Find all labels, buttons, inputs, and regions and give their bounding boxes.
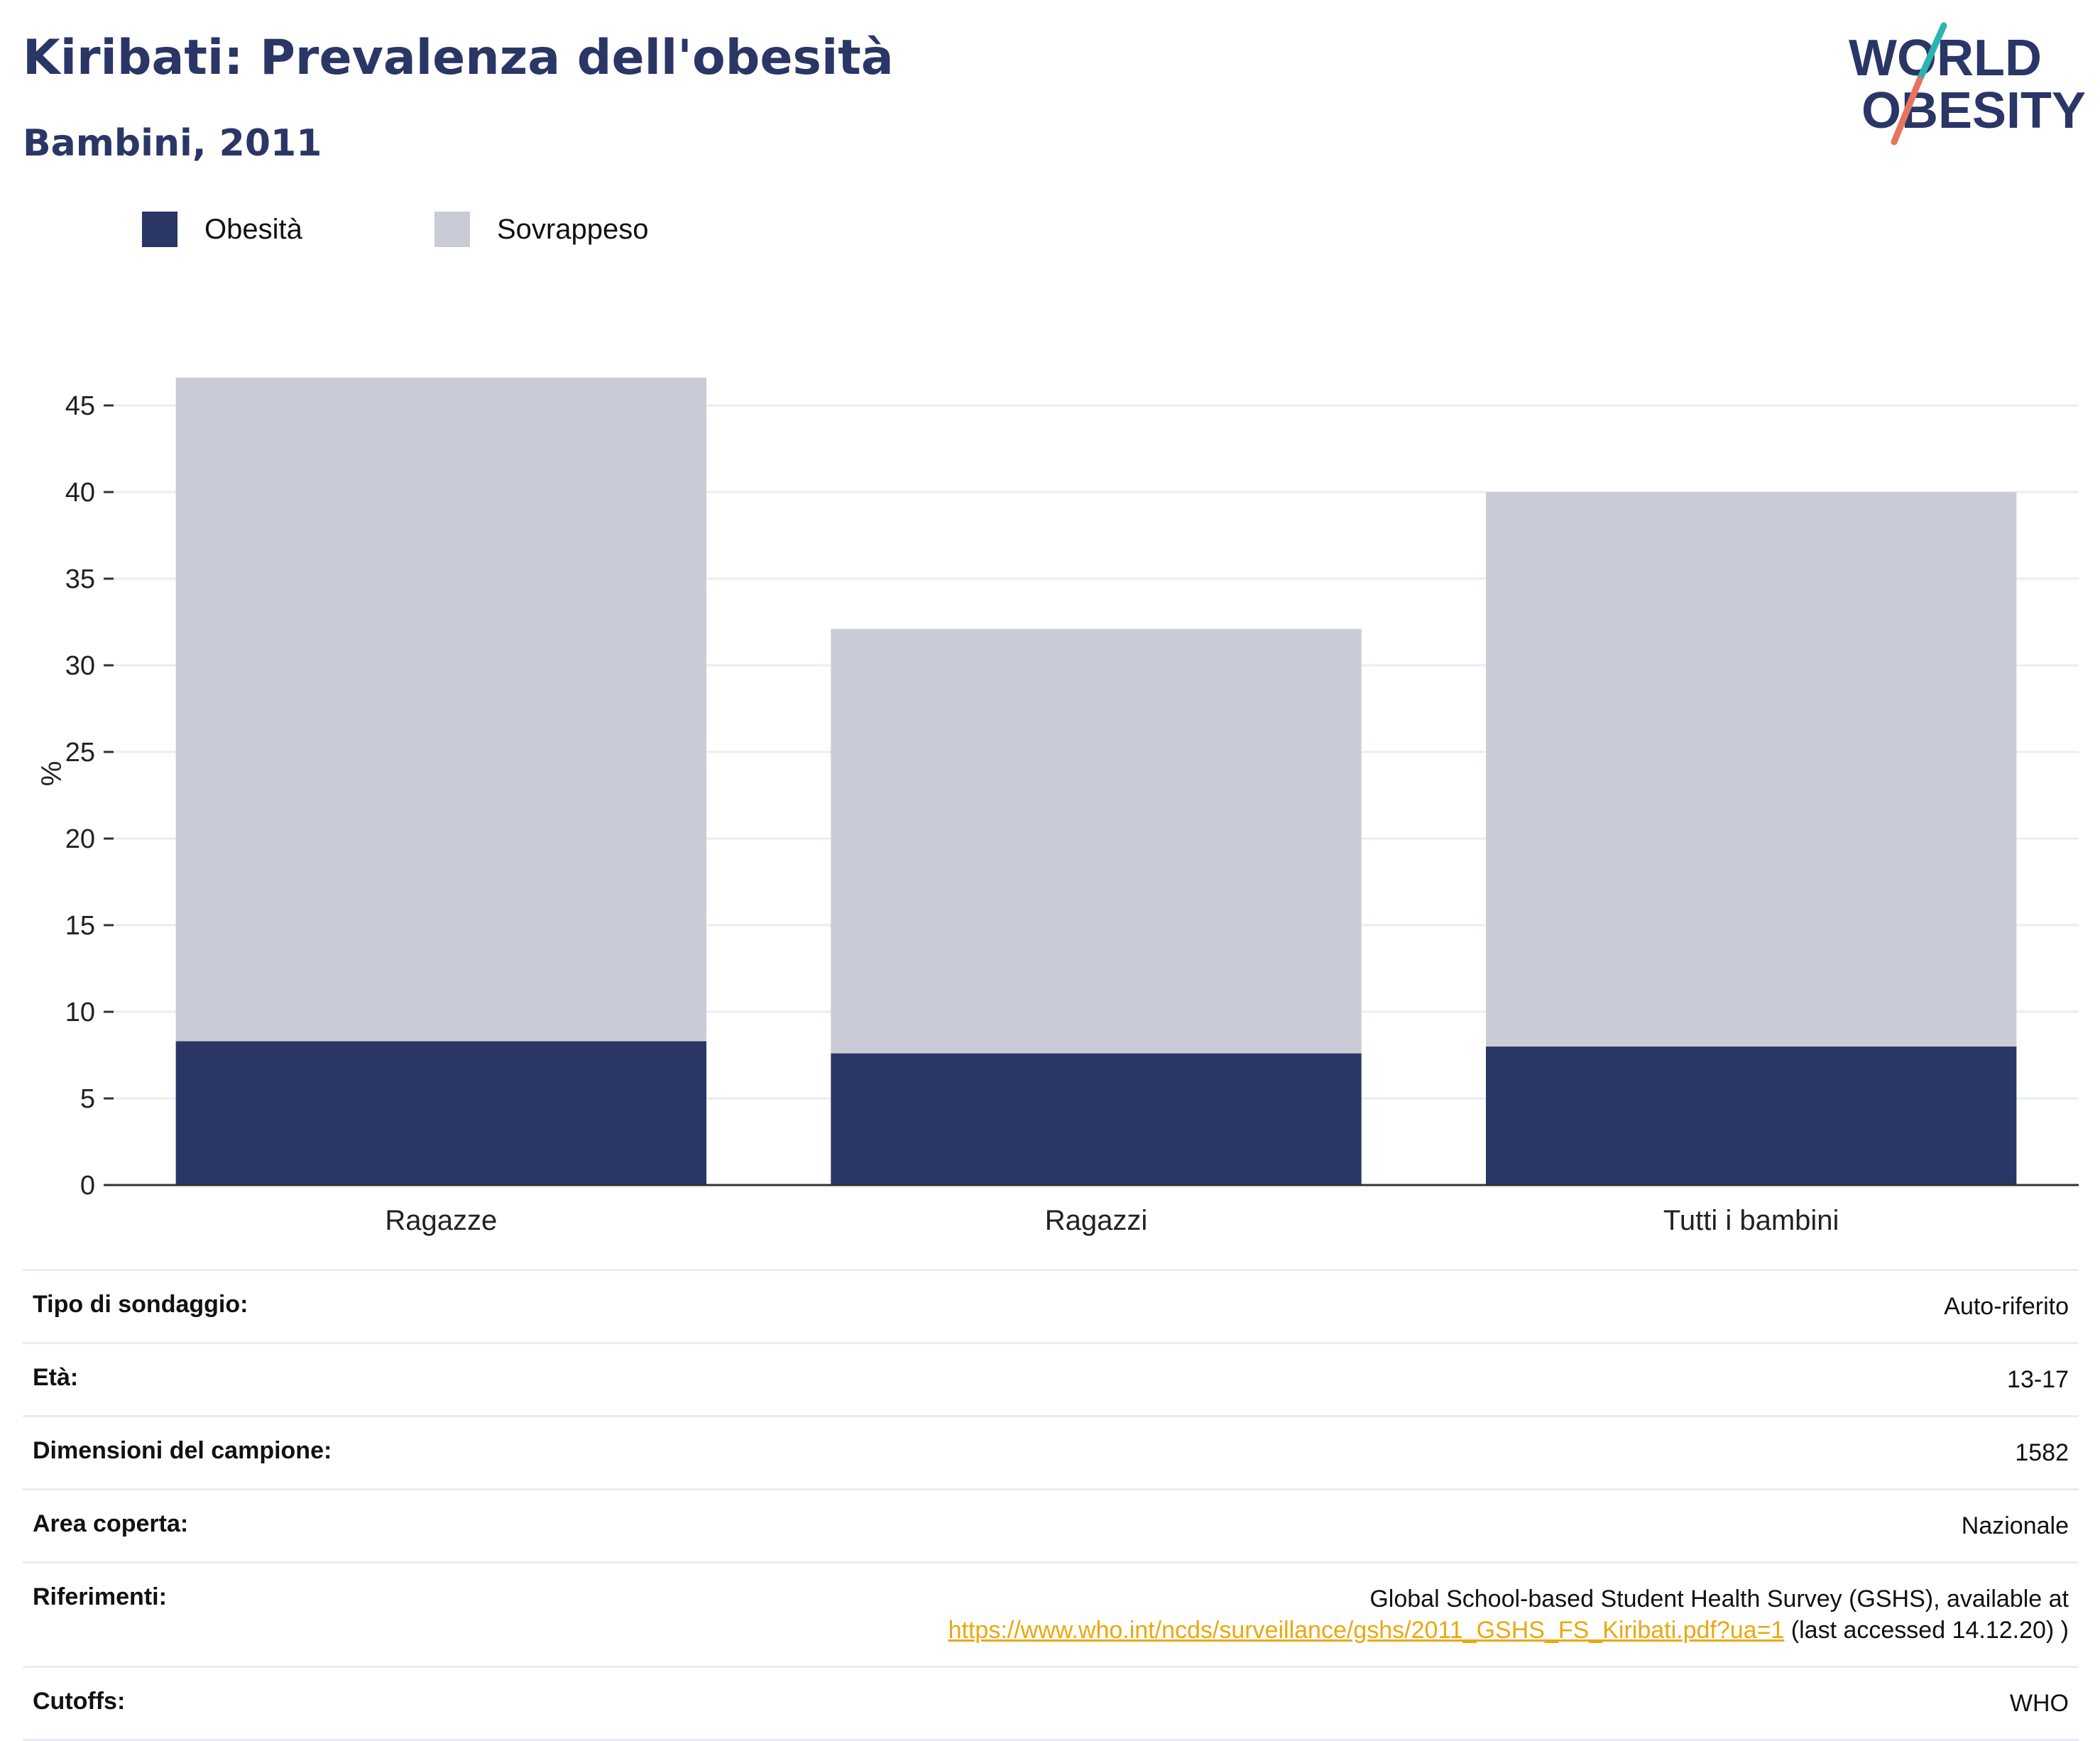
info-row-age: Età: 13-17	[23, 1342, 2079, 1417]
survey-info-table: Tipo di sondaggio: Auto-riferito Età: 13…	[23, 1269, 2079, 1741]
legend-label-obesita: Obesità	[204, 213, 302, 245]
legend-swatch-obesita	[142, 212, 177, 247]
legend-item-sovrappeso[interactable]: Sovrappeso	[434, 212, 648, 247]
references-text: Global School-based Student Health Surve…	[1369, 1586, 2069, 1612]
y-tick-label: 10	[65, 998, 95, 1027]
chart-title: Kiribati: Prevalenza dell'obesità	[23, 30, 894, 86]
chart-subtitle: Bambini, 2011	[23, 122, 322, 165]
info-key: Area coperta:	[23, 1488, 472, 1563]
logo-slash-top	[1916, 22, 1947, 83]
info-value: Nazionale	[471, 1488, 2079, 1563]
x-tick-label: Ragazze	[385, 1205, 497, 1236]
y-tick-label: 35	[65, 564, 95, 594]
bar-obesit-1	[831, 1053, 1362, 1185]
info-row-survey-type: Tipo di sondaggio: Auto-riferito	[23, 1269, 2079, 1343]
info-row-references: Riferimenti: Global School-based Student…	[23, 1561, 2079, 1667]
info-row-area: Area coperta: Nazionale	[23, 1488, 2079, 1563]
bar-sovrappeso-0	[175, 377, 707, 1042]
logo-slash-bottom	[1891, 76, 1923, 146]
info-key: Riferimenti:	[23, 1561, 472, 1667]
x-tick-label: Ragazzi	[1045, 1205, 1148, 1236]
y-tick-label: 45	[65, 391, 95, 421]
info-value: WHO	[471, 1666, 2079, 1741]
bar-sovrappeso-1	[831, 628, 1362, 1054]
y-tick-label: 25	[65, 738, 95, 768]
y-tick-label: 30	[65, 651, 95, 681]
info-row-cutoffs: Cutoffs: WHO	[23, 1666, 2079, 1741]
axes: 0 5 10 15 20 25 30 35 40 45% Ragazze Ragazzi Tutti i…	[36, 391, 2079, 1236]
info-key: Dimensioni del campione:	[23, 1415, 472, 1490]
y-tick-label: 0	[80, 1171, 95, 1201]
world-obesity-logo: WORLD OBESITY	[1849, 22, 2086, 146]
bar-sovrappeso-2	[1485, 492, 2017, 1047]
info-value: 13-17	[471, 1342, 2079, 1417]
info-value: Auto-riferito	[471, 1269, 2079, 1343]
bars	[175, 377, 2017, 1185]
references-link[interactable]: https://www.who.int/ncds/surveillance/gs…	[948, 1617, 1785, 1644]
logo-word-world: WORLD	[1849, 30, 2042, 87]
bar-obesit-2	[1485, 1046, 2017, 1185]
y-tick-label: 40	[65, 478, 95, 508]
x-tick-label: Tutti i bambini	[1663, 1205, 1839, 1236]
legend-swatch-sovrappeso	[434, 212, 470, 247]
info-row-sample-size: Dimensioni del campione: 1582	[23, 1415, 2079, 1490]
info-value: 1582	[471, 1415, 2079, 1490]
y-tick-label: 15	[65, 911, 95, 941]
y-tick-label: 5	[80, 1084, 95, 1114]
y-axis-label: %	[36, 761, 67, 787]
references-suffix: (last accessed 14.12.20) )	[1784, 1617, 2069, 1644]
info-key: Cutoffs:	[23, 1666, 472, 1741]
info-key: Età:	[23, 1342, 472, 1417]
stacked-bar-chart: 0 5 10 15 20 25 30 35 40 45% Ragazze Ragazzi Tutti i…	[36, 377, 2079, 1236]
legend-item-obesita[interactable]: Obesità	[142, 212, 302, 247]
y-tick-label: 20	[65, 824, 95, 854]
legend-label-sovrappeso: Sovrappeso	[497, 213, 649, 245]
info-key: Tipo di sondaggio:	[23, 1269, 472, 1343]
bar-obesit-0	[175, 1041, 707, 1185]
